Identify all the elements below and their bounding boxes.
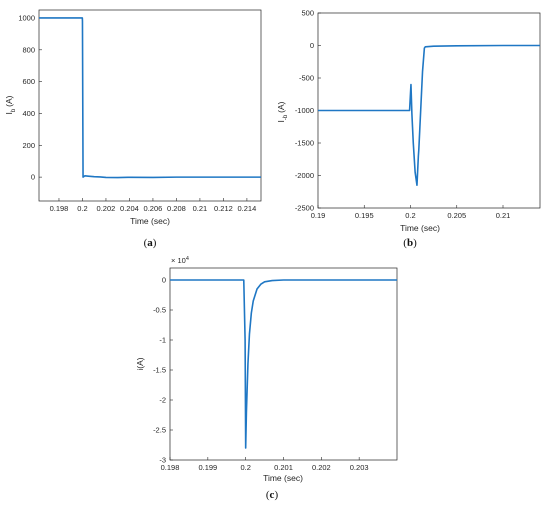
y-tick-label-b: -2000 bbox=[295, 171, 314, 180]
x-tick-label-a: 0.2 bbox=[77, 204, 87, 213]
y-tick-label-c: -1.5 bbox=[153, 366, 166, 375]
y-tick-label-a: 1000 bbox=[18, 14, 35, 23]
x-tick-label-c: 0.2 bbox=[240, 463, 250, 472]
x-tick-label-c: 0.199 bbox=[198, 463, 217, 472]
x-tick-label-c: 0.203 bbox=[350, 463, 369, 472]
tick-labels-a: 0.198 0.2 0.202 0.204 0.206 0.208 0.21 0.212 0.2… bbox=[18, 14, 256, 213]
caption-b: (b) bbox=[403, 237, 417, 249]
x-tick-label-c: 0.201 bbox=[274, 463, 293, 472]
plot-area-c bbox=[169, 267, 398, 461]
y-tick-label-c: -1 bbox=[159, 336, 166, 345]
series-b bbox=[318, 44, 540, 187]
y-tick-label-b: 500 bbox=[301, 9, 314, 18]
y-axis-label-a-main: I bbox=[4, 112, 14, 114]
tick-labels-c: 0.198 0.199 0.2 0.201 0.202 0.203 -3 -2.5 -2 -1.5… bbox=[153, 276, 368, 472]
x-tick-label-a: 0.214 bbox=[238, 204, 257, 213]
x-axis-label-b: Time (sec) bbox=[400, 223, 440, 233]
x-tick-label-a: 0.206 bbox=[144, 204, 163, 213]
x-tick-label-a: 0.212 bbox=[214, 204, 233, 213]
y-tick-label-c: -2.5 bbox=[153, 426, 166, 435]
y-multiplier-c-exp: 4 bbox=[186, 256, 189, 262]
y-axis-label-b-unit: (A) bbox=[276, 101, 286, 113]
y-axis-label-b-sub: -b bbox=[283, 114, 289, 120]
y-tick-label-b: -2500 bbox=[295, 204, 314, 213]
y-axis-label-a: Ib(A) bbox=[4, 95, 17, 114]
x-tick-label-b: 0.205 bbox=[447, 211, 466, 220]
series-line-a-0 bbox=[39, 17, 261, 179]
x-tick-label-a: 0.202 bbox=[97, 204, 116, 213]
y-axis-label-b: I-b(A) bbox=[276, 101, 289, 122]
x-tick-label-a: 0.21 bbox=[193, 204, 208, 213]
x-tick-label-c: 0.202 bbox=[312, 463, 331, 472]
x-tick-label-b: 0.2 bbox=[405, 211, 415, 220]
x-tick-label-a: 0.204 bbox=[120, 204, 139, 213]
caption-c-letter: c bbox=[270, 489, 275, 501]
y-tick-label-b: -500 bbox=[299, 74, 314, 83]
series-line-b-0 bbox=[318, 44, 540, 187]
chart-panel-a: 0.198 0.2 0.202 0.204 0.206 0.208 0.21 0.212 0.2… bbox=[4, 9, 262, 249]
y-multiplier-c: × 104 bbox=[171, 256, 189, 265]
y-tick-label-a: 400 bbox=[22, 109, 35, 118]
series-a bbox=[39, 17, 261, 179]
caption-c: (c) bbox=[266, 489, 279, 501]
x-tick-label-a: 0.198 bbox=[50, 204, 69, 213]
x-axis-label-a: Time (sec) bbox=[130, 216, 170, 226]
chart-panel-c: 0.198 0.199 0.2 0.201 0.202 0.203 -3 -2.5 -2 -1.5… bbox=[135, 256, 398, 501]
y-tick-label-b: -1000 bbox=[295, 106, 314, 115]
chart-panel-b: 0.19 0.195 0.2 0.205 0.21 -2500 -2000 -1500 -100… bbox=[276, 9, 541, 249]
y-tick-label-a: 600 bbox=[22, 77, 35, 86]
plot-area-a bbox=[38, 9, 262, 202]
y-tick-label-a: 0 bbox=[31, 173, 35, 182]
caption-b-letter: b bbox=[407, 237, 413, 249]
y-tick-label-b: -1500 bbox=[295, 139, 314, 148]
x-tick-label-c: 0.198 bbox=[161, 463, 180, 472]
y-axis-label-b-main: I bbox=[276, 120, 286, 122]
y-axis-label-a-unit: (A) bbox=[4, 95, 14, 107]
x-tick-label-b: 0.195 bbox=[355, 211, 374, 220]
caption-a-letter: a bbox=[147, 237, 153, 249]
y-multiplier-c-base: × 10 bbox=[171, 256, 186, 265]
y-axis-label-a-sub: b bbox=[11, 108, 17, 112]
tick-labels-b: 0.19 0.195 0.2 0.205 0.21 -2500 -2000 -1500 -100… bbox=[295, 9, 510, 220]
y-tick-label-c: -2 bbox=[159, 396, 166, 405]
y-tick-label-a: 800 bbox=[22, 45, 35, 54]
y-tick-label-c: 0 bbox=[162, 276, 166, 285]
series-line-c-0 bbox=[170, 279, 397, 449]
y-tick-label-c: -0.5 bbox=[153, 306, 166, 315]
y-axis-label-c: i(A) bbox=[135, 357, 145, 370]
series-c bbox=[170, 279, 397, 449]
y-tick-label-a: 200 bbox=[22, 141, 35, 150]
x-tick-label-b: 0.21 bbox=[496, 211, 511, 220]
x-tick-label-b: 0.19 bbox=[311, 211, 326, 220]
y-tick-label-c: -3 bbox=[159, 456, 166, 465]
x-tick-label-a: 0.208 bbox=[167, 204, 186, 213]
x-axis-label-c: Time (sec) bbox=[263, 473, 303, 483]
y-tick-label-b: 0 bbox=[310, 41, 314, 50]
caption-a: (a) bbox=[144, 237, 157, 249]
